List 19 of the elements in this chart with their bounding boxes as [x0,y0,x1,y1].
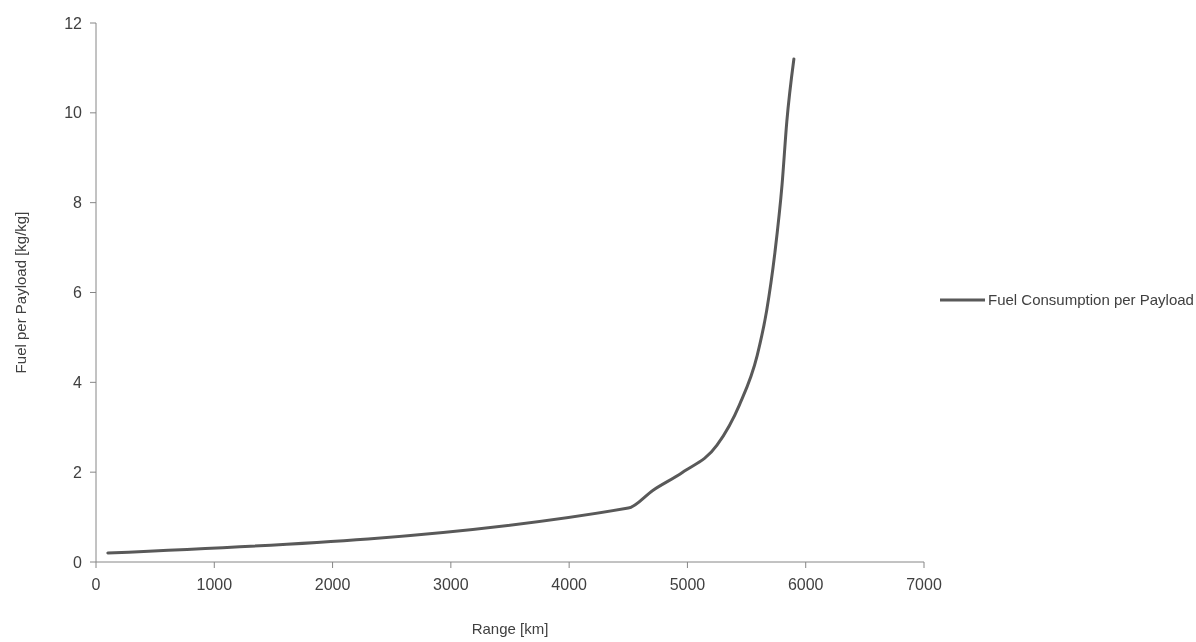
legend-label: Fuel Consumption per Payload [988,291,1194,309]
x-tick-label: 0 [91,576,101,593]
x-tick-label: 6000 [787,576,824,593]
y-tick-label: 10 [64,104,83,122]
y-tick-label: 2 [73,463,83,481]
line-series [106,57,796,555]
y-tick-label: 0 [73,553,83,571]
x-tick-label: 1000 [196,576,233,593]
x-tick-label: 7000 [906,576,942,593]
y-tick-label: 6 [73,284,83,302]
x-axis-title: Range [km] [471,620,549,637]
x-tick-label: 5000 [669,576,706,593]
y-tick-label: 4 [73,373,83,391]
y-tick-label: 8 [73,194,83,212]
y-tick-label: 12 [64,14,83,32]
y-axis-title: Fuel per Payload [kg/kg] [12,211,29,374]
x-tick-label: 4000 [551,576,588,593]
x-tick-label: 3000 [433,576,469,593]
x-tick-label: 2000 [314,576,351,593]
